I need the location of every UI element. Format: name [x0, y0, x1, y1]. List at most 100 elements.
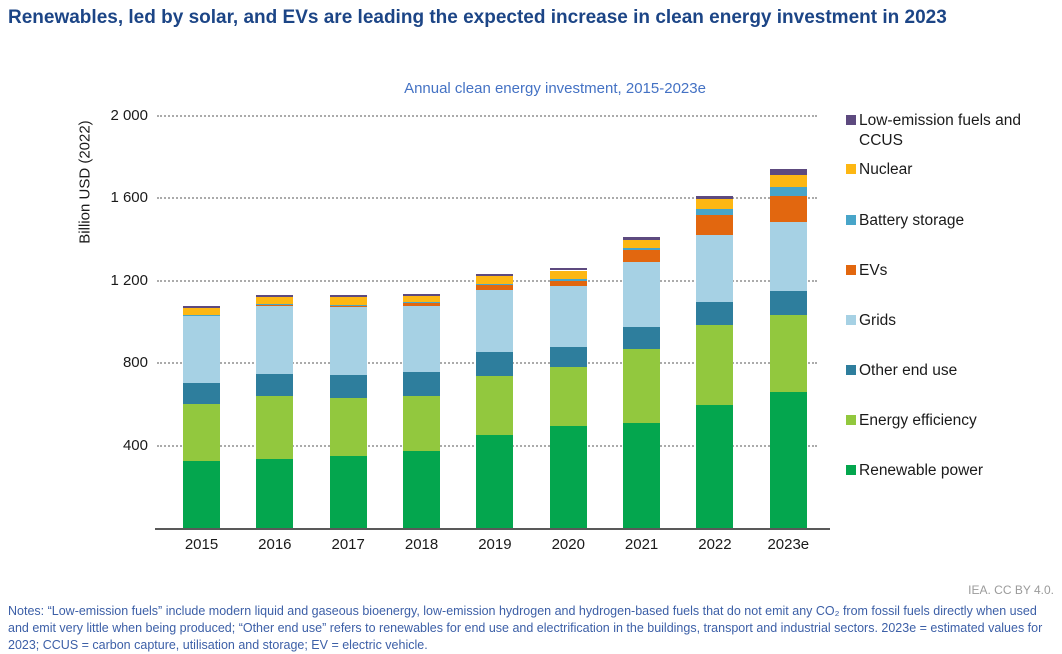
bar-2019-other-end-use — [476, 352, 513, 375]
nuclear-swatch-icon — [846, 164, 856, 174]
bar-2017-nuclear — [330, 297, 367, 305]
bar-2021-evs — [623, 250, 660, 261]
bar-2018-evs — [403, 303, 440, 306]
bar-2015-nuclear — [183, 308, 220, 315]
y-tick-label: 400 — [86, 437, 148, 454]
x-axis-label-2022: 2022 — [678, 536, 752, 553]
legend-item-low-emission-fuels-and-ccus: Low-emission fuels and CCUS — [846, 111, 1058, 151]
bar-2019-low-emission-fuels-and-ccus — [476, 274, 513, 276]
bar-2016-other-end-use — [256, 374, 293, 395]
legend-label: Low-emission fuels and CCUS — [859, 111, 1058, 151]
bar-2023e-other-end-use — [770, 291, 807, 315]
energy-efficiency-swatch-icon — [846, 415, 856, 425]
bar-2022-energy-efficiency — [696, 325, 733, 405]
bar-2021-renewable-power — [623, 423, 660, 528]
legend-item-evs: EVs — [846, 261, 1058, 281]
bar-2017-energy-efficiency — [330, 398, 367, 456]
bar-2021-low-emission-fuels-and-ccus — [623, 237, 660, 240]
legend-item-renewable-power: Renewable power — [846, 461, 1058, 481]
bar-2020-other-end-use — [550, 347, 587, 367]
bar-2020-low-emission-fuels-and-ccus — [550, 268, 587, 270]
bar-2018-battery-storage — [403, 302, 440, 303]
other-end-use-swatch-icon — [846, 365, 856, 375]
bar-2019-battery-storage — [476, 284, 513, 286]
y-tick-label: 800 — [86, 354, 148, 371]
bar-2018-energy-efficiency — [403, 396, 440, 452]
bar-2021-grids — [623, 262, 660, 328]
bar-2017-other-end-use — [330, 375, 367, 398]
legend-label: Other end use — [859, 361, 957, 381]
bar-2021-battery-storage — [623, 248, 660, 251]
bar-2022-battery-storage — [696, 209, 733, 215]
x-axis-label-2015: 2015 — [165, 536, 239, 553]
bar-2020-evs — [550, 281, 587, 287]
x-axis-label-2016: 2016 — [238, 536, 312, 553]
y-tick-label: 1 600 — [86, 189, 148, 206]
bar-2019-nuclear — [476, 276, 513, 284]
bar-2018-low-emission-fuels-and-ccus — [403, 294, 440, 296]
bar-2016-evs — [256, 305, 293, 306]
bar-2020-battery-storage — [550, 279, 587, 280]
bar-2019-evs — [476, 285, 513, 290]
bar-2022-grids — [696, 235, 733, 302]
bar-2017-renewable-power — [330, 456, 367, 528]
bar-2021-energy-efficiency — [623, 349, 660, 423]
legend-item-grids: Grids — [846, 311, 1058, 331]
legend-item-battery-storage: Battery storage — [846, 211, 1058, 231]
battery-storage-swatch-icon — [846, 215, 856, 225]
x-axis-label-2021: 2021 — [605, 536, 679, 553]
x-axis-label-2018: 2018 — [385, 536, 459, 553]
bar-2023e-renewable-power — [770, 392, 807, 528]
bar-2023e-low-emission-fuels-and-ccus — [770, 169, 807, 175]
bar-2022-nuclear — [696, 199, 733, 208]
grids-swatch-icon — [846, 315, 856, 325]
bar-2023e-grids — [770, 222, 807, 291]
bar-2018-renewable-power — [403, 451, 440, 528]
legend-item-other-end-use: Other end use — [846, 361, 1058, 381]
x-axis-label-2019: 2019 — [458, 536, 532, 553]
bar-2015-energy-efficiency — [183, 404, 220, 461]
bar-2015-low-emission-fuels-and-ccus — [183, 306, 220, 308]
bar-2023e-energy-efficiency — [770, 315, 807, 392]
bar-2016-energy-efficiency — [256, 396, 293, 459]
legend-item-nuclear: Nuclear — [846, 160, 1058, 180]
legend-label: Energy efficiency — [859, 411, 977, 431]
bar-2022-low-emission-fuels-and-ccus — [696, 196, 733, 200]
bar-2018-grids — [403, 306, 440, 372]
x-axis-label-2017: 2017 — [311, 536, 385, 553]
x-axis-label-2020: 2020 — [531, 536, 605, 553]
bar-2017-grids — [330, 307, 367, 375]
legend-label: Battery storage — [859, 211, 964, 231]
bar-2018-other-end-use — [403, 372, 440, 395]
chart-title: Annual clean energy investment, 2015-202… — [255, 80, 855, 97]
bar-2023e-battery-storage — [770, 187, 807, 195]
license-credit: IEA. CC BY 4.0. — [968, 583, 1054, 597]
legend-item-energy-efficiency: Energy efficiency — [846, 411, 1058, 431]
bar-2023e-evs — [770, 196, 807, 223]
bar-2015-grids — [183, 315, 220, 383]
y-tick-label: 1 200 — [86, 272, 148, 289]
bar-2020-grids — [550, 286, 587, 347]
bar-2021-nuclear — [623, 240, 660, 248]
y-tick-label: 2 000 — [86, 107, 148, 124]
renewable-power-swatch-icon — [846, 465, 856, 475]
legend-label: Nuclear — [859, 160, 912, 180]
bar-2020-energy-efficiency — [550, 367, 587, 426]
page-title: Renewables, led by solar, and EVs are le… — [8, 5, 998, 31]
bar-2016-low-emission-fuels-and-ccus — [256, 295, 293, 297]
bar-2016-nuclear — [256, 297, 293, 305]
bar-2017-evs — [330, 305, 367, 306]
bar-2015-renewable-power — [183, 461, 220, 528]
bar-2021-other-end-use — [623, 327, 660, 349]
bar-2015-other-end-use — [183, 383, 220, 404]
bar-2022-renewable-power — [696, 405, 733, 528]
bar-2016-grids — [256, 305, 293, 374]
bar-2020-nuclear — [550, 271, 587, 280]
bar-2019-energy-efficiency — [476, 376, 513, 435]
bar-2016-renewable-power — [256, 459, 293, 528]
x-axis-line — [155, 528, 830, 530]
bar-2019-renewable-power — [476, 435, 513, 528]
bar-2019-grids — [476, 290, 513, 352]
legend-label: Grids — [859, 311, 896, 331]
legend-label: EVs — [859, 261, 887, 281]
